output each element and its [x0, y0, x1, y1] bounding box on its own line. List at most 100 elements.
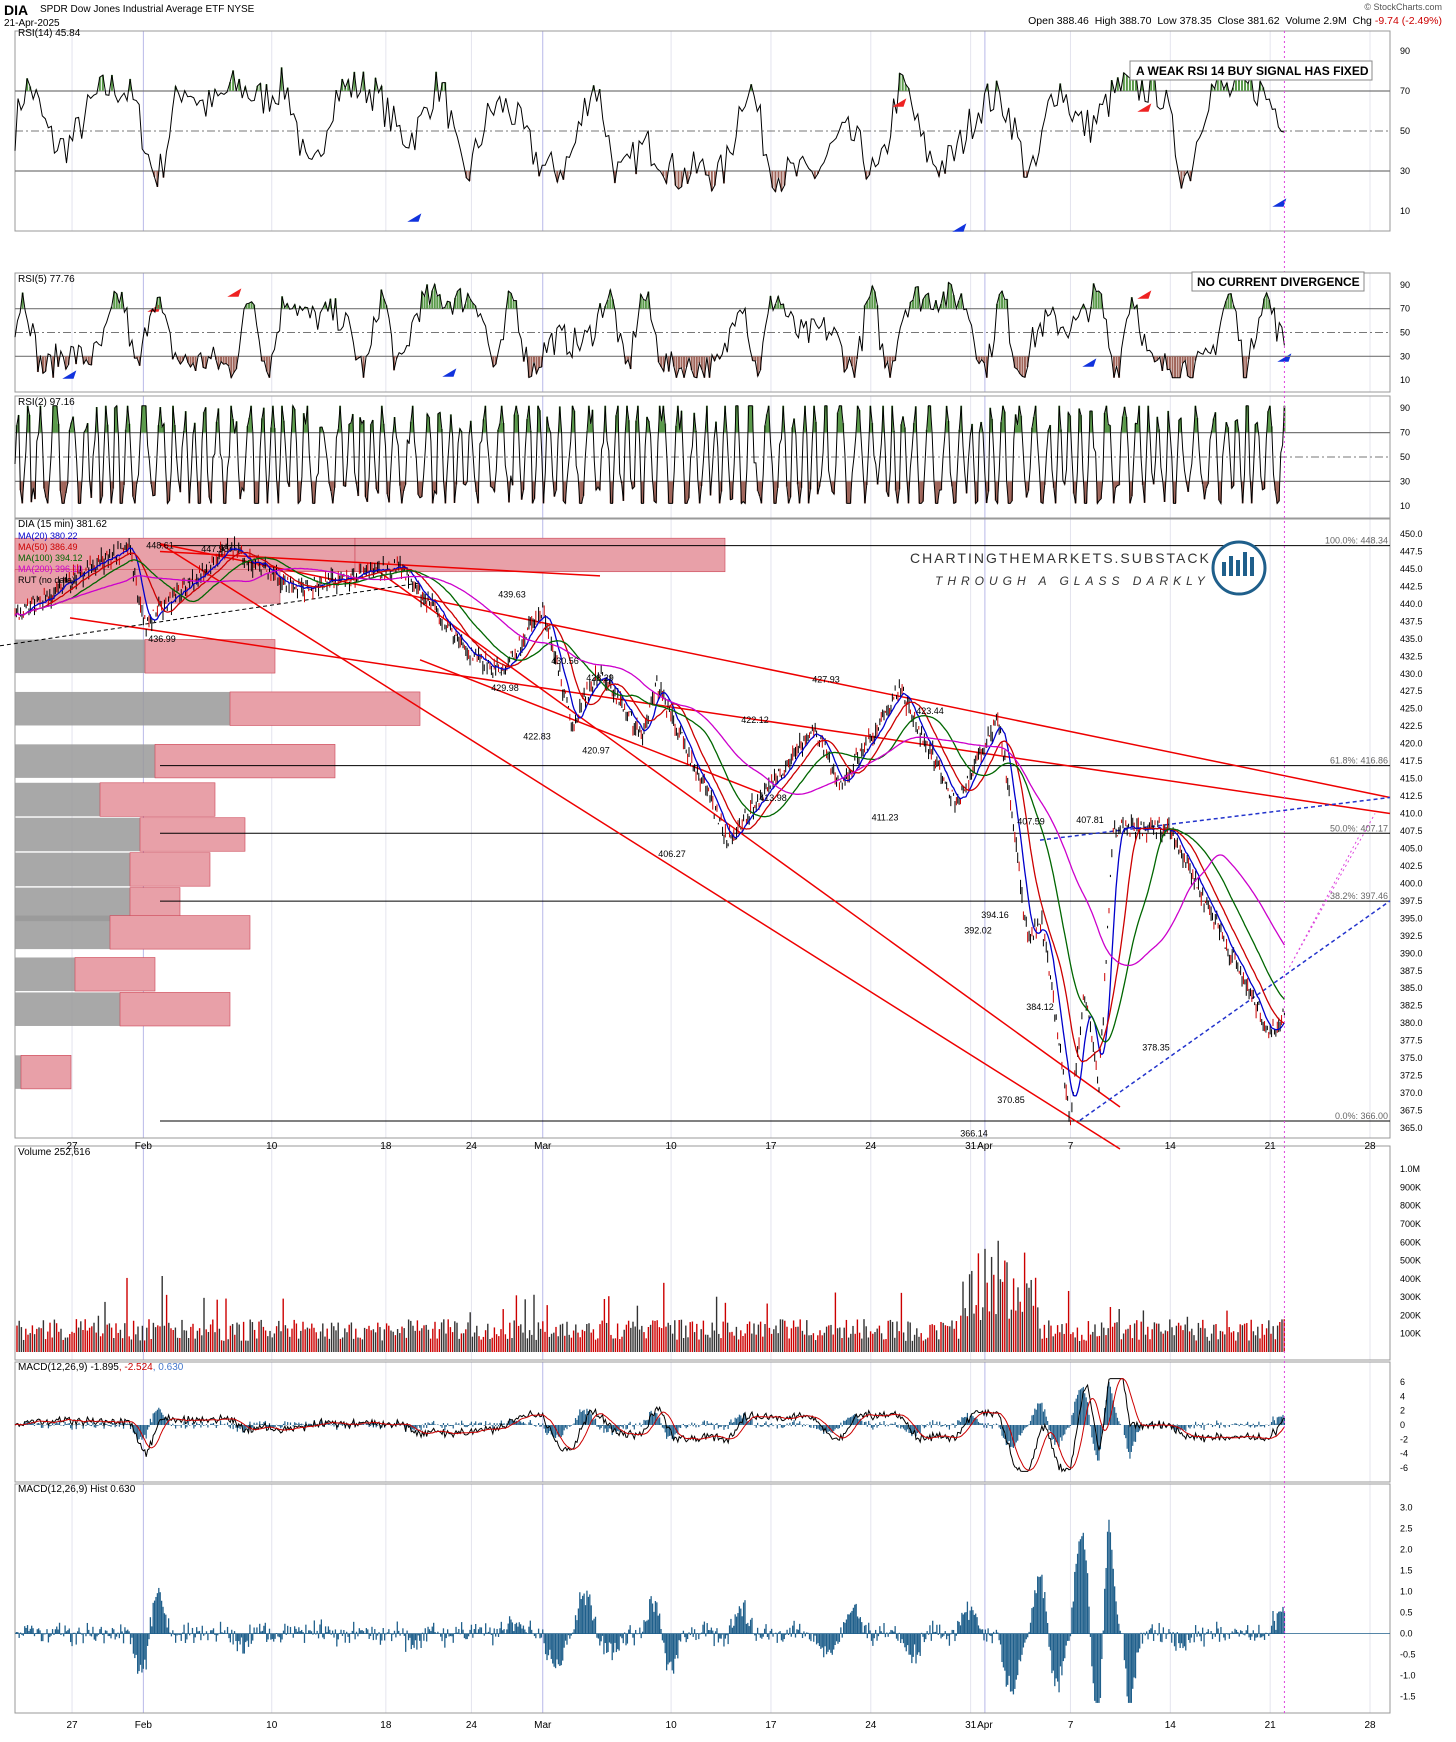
volume-tick: 900K	[1400, 1182, 1421, 1192]
rsi14-tick: 10	[1400, 206, 1410, 216]
swing-label: 430.56	[551, 656, 579, 666]
rsi2-tick: 90	[1400, 403, 1410, 413]
ma200-line	[14, 567, 1285, 967]
hist-tick: 1.0	[1400, 1587, 1413, 1597]
price-tick: 387.5	[1400, 966, 1423, 976]
chart-date: 21-Apr-2025	[4, 18, 60, 29]
watermark-title: CHARTINGTHEMARKETS.SUBSTACK.COM	[910, 550, 1255, 566]
swing-label: 384.12	[1026, 1002, 1054, 1012]
macd-tick: 2	[1400, 1406, 1405, 1416]
price-tick: 377.5	[1400, 1036, 1423, 1046]
volume-profile-bar	[154, 744, 336, 779]
divergence-arrow	[1272, 198, 1287, 207]
price-tick: 430.0	[1400, 669, 1423, 679]
macd-panel	[14, 1378, 1286, 1473]
price-tick: 427.5	[1400, 686, 1423, 696]
hist-tick: -1.0	[1400, 1671, 1416, 1681]
legend-ma200: MA(200) 396.10	[18, 564, 83, 574]
swing-label: 406.27	[658, 849, 686, 859]
macd-tick: 0	[1400, 1420, 1405, 1430]
volume-profile-bar	[15, 915, 110, 950]
volume-label: Volume	[1285, 15, 1321, 27]
panel-frame-hist	[14, 1483, 1391, 1714]
volume-profile-bar	[144, 639, 276, 674]
hist-title: MACD(12,26,9) Hist 0.630	[18, 1484, 136, 1495]
high-value: 388.70	[1119, 15, 1152, 27]
volume-profile-bar	[15, 992, 120, 1026]
rsi5-tick: 30	[1400, 351, 1410, 361]
swing-label: 413.98	[759, 793, 787, 803]
price-tick: 417.5	[1400, 756, 1423, 766]
volume-profile-bar	[74, 957, 156, 992]
rsi14-tick: 30	[1400, 166, 1410, 176]
rsi14-tick: 90	[1400, 46, 1410, 56]
x-tick-label: 10	[266, 1141, 278, 1152]
support-trendline	[1079, 900, 1391, 1121]
x-tick-label: Mar	[534, 1141, 552, 1152]
rsi2-tick: 30	[1400, 476, 1410, 486]
instrument-name-text: SPDR Dow Jones Industrial Average ETF	[40, 4, 225, 15]
rsi2-panel	[14, 404, 1390, 506]
x-tick-label: Feb	[135, 1141, 153, 1152]
price-tick: 450.0	[1400, 529, 1423, 539]
x-tick-label: 27	[66, 1720, 78, 1731]
x-tick-label: 10	[666, 1141, 678, 1152]
x-tick-label: 17	[765, 1141, 777, 1152]
price-tick: 367.5	[1400, 1106, 1423, 1116]
volume-profile-bar	[15, 691, 230, 726]
swing-label: 429.98	[491, 683, 519, 693]
swing-label: 428.29	[586, 673, 614, 683]
swing-label: 422.83	[523, 732, 551, 742]
close-label: Close	[1217, 15, 1245, 27]
volume-profile	[14, 537, 726, 1090]
divergence-arrow	[892, 98, 907, 107]
legend-ma50: MA(50) 386.49	[18, 542, 78, 552]
macd-hist-panel	[15, 1519, 1390, 1703]
divergence-arrow	[62, 370, 77, 379]
hist-tick: 0.5	[1400, 1608, 1413, 1618]
fib-label: 38.2%: 397.46	[1330, 891, 1388, 901]
change-label: Chg	[1352, 15, 1372, 27]
volume-profile-bar	[99, 782, 216, 817]
price-tick: 440.0	[1400, 599, 1423, 609]
x-tick-label: 24	[466, 1141, 478, 1152]
macd-tick: -6	[1400, 1463, 1408, 1473]
hist-tick: 0.0	[1400, 1629, 1413, 1639]
hist-tick: 2.0	[1400, 1545, 1413, 1555]
legend-rut: RUT (no data)	[18, 575, 75, 585]
panel-frames	[14, 30, 1391, 1714]
volume-tick: 500K	[1400, 1256, 1421, 1266]
price-tick: 372.5	[1400, 1071, 1423, 1081]
macd-title: MACD(12,26,9) -1.895, -2.524, 0.630	[18, 1362, 184, 1373]
price-tick: 425.0	[1400, 704, 1423, 714]
swing-label: 448.61	[146, 540, 174, 550]
volume-tick: 1.0M	[1400, 1164, 1420, 1174]
x-tick-label: Feb	[135, 1720, 153, 1731]
price-tick: 442.5	[1400, 581, 1423, 591]
rsi2-tick: 50	[1400, 452, 1410, 462]
rsi14-note-box	[1129, 60, 1373, 81]
grid	[71, 31, 1371, 1713]
x-tick-label: 10	[266, 1720, 278, 1731]
price-tick: 447.5	[1400, 546, 1423, 556]
volume-profile-bar	[15, 639, 145, 674]
swing-label: 407.81	[1076, 815, 1104, 825]
volume-panel	[16, 1240, 1285, 1352]
macd-tick: 6	[1400, 1377, 1405, 1387]
swing-label: 427.93	[812, 675, 840, 685]
rsi5-tick: 10	[1400, 375, 1410, 385]
swing-label: 439.63	[498, 589, 526, 599]
x-tick-label: 24	[865, 1141, 877, 1152]
price-tick: 370.0	[1400, 1088, 1423, 1098]
x-tick-label: Apr	[977, 1720, 993, 1731]
volume-profile-bar	[20, 1055, 72, 1090]
price-panel: 100.0%: 448.34 61.8%: 416.86 50.0%: 407.17…	[0, 536, 1391, 1150]
x-tick-label: 7	[1068, 1141, 1074, 1152]
swing-label: 420.97	[582, 746, 610, 756]
divergence-arrow	[442, 368, 457, 377]
x-tick-label: 28	[1364, 1720, 1376, 1731]
x-tick-label: 28	[1364, 1141, 1376, 1152]
rsi14-tick: 70	[1400, 86, 1410, 96]
volume-tick: 300K	[1400, 1292, 1421, 1302]
divergence-arrow	[1137, 103, 1152, 112]
